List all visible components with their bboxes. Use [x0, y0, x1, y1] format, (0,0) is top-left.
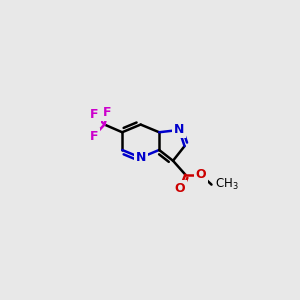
- Text: CH$_3$: CH$_3$: [214, 177, 238, 192]
- Text: N: N: [174, 123, 184, 136]
- Text: F: F: [90, 108, 99, 121]
- Text: O: O: [195, 168, 206, 181]
- Text: F: F: [89, 130, 98, 142]
- Text: F: F: [103, 106, 112, 119]
- Text: N: N: [136, 151, 146, 164]
- Text: O: O: [175, 182, 185, 195]
